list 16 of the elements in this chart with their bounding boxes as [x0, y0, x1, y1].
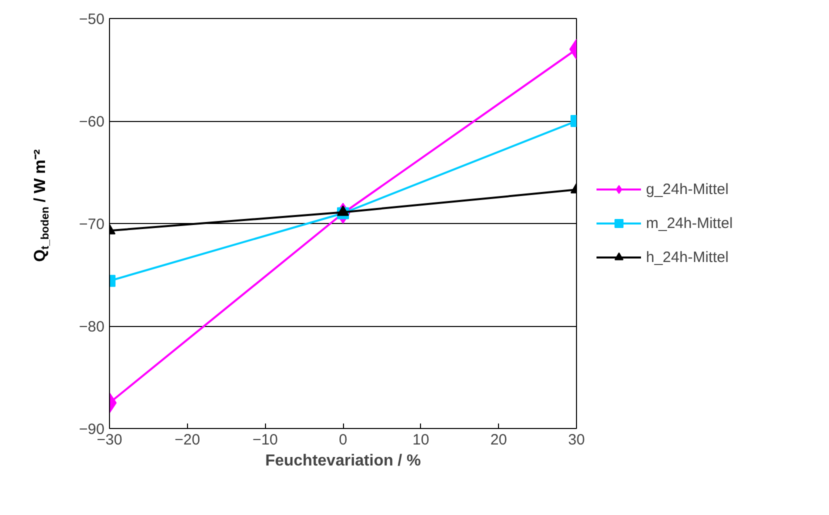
x-tick-label: −20 [174, 432, 200, 448]
x-axis-title: Feuchtevariation / % [265, 452, 421, 470]
y-tick-label: −80 [79, 318, 105, 336]
y-tick-label: −50 [79, 11, 105, 28]
x-tick-label: 30 [568, 432, 585, 448]
y-tick-label: −90 [79, 421, 105, 438]
x-tick-label: 0 [338, 432, 348, 448]
legend-label: g_24h-Mittel [646, 180, 729, 198]
y-tick-label: −70 [79, 216, 105, 233]
legend-label: h_24h-Mittel [646, 248, 729, 266]
x-tick-label: −10 [252, 432, 278, 448]
x-tick-label: 20 [490, 432, 508, 448]
y-axis-title: Qt_boden / W m⁻² [32, 149, 52, 262]
x-tick-label: 10 [412, 432, 430, 448]
y-tick-label: −60 [79, 114, 105, 130]
legend-label: m_24h-Mittel [646, 214, 733, 232]
